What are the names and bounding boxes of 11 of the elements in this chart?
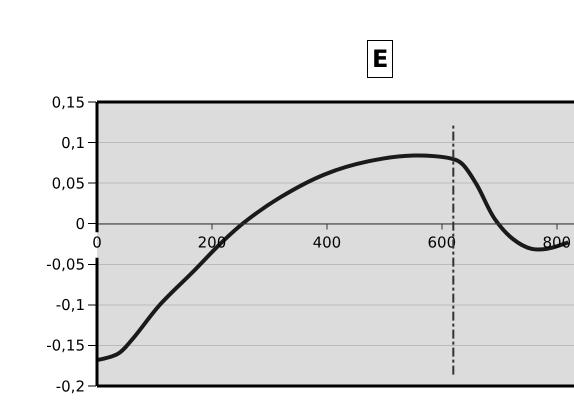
x-tick-label: 400	[312, 234, 342, 252]
y-tick-label: 0,15	[52, 93, 85, 112]
y-tick-label: -0,05	[46, 256, 85, 274]
y-tick-label: -0,2	[56, 377, 85, 396]
y-tick-label: -0,1	[56, 296, 85, 314]
y-tick-label: 0,1	[61, 134, 85, 152]
y-tick-label: 0	[75, 214, 85, 233]
y-tick-label: 0,05	[52, 174, 85, 192]
y-tick-label: -0,15	[46, 336, 85, 355]
text: E	[372, 45, 388, 73]
x-tick-label: 0	[92, 234, 102, 252]
